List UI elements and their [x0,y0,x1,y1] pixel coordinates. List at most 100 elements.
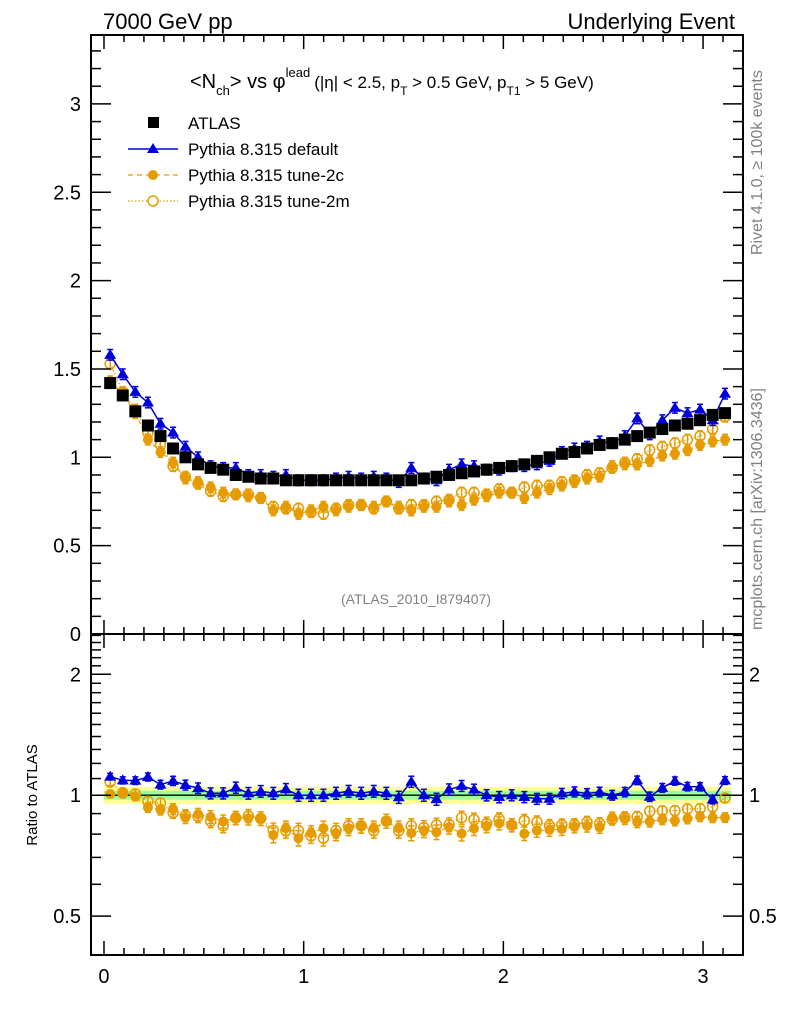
ratio-point-default [505,789,518,800]
main-point-tune-2c [682,445,693,456]
main-point-tune-2c [230,489,241,500]
title-obs-sub: ch [216,83,230,98]
ratio-point-tune-2c [494,818,505,829]
ratio-point-tune-2c [456,828,467,839]
ratio-point-default [380,787,393,798]
main-point-tune-2c [607,461,618,472]
ratio-point-default [455,779,468,790]
x-tick-label: 0 [98,966,109,988]
main-point-atlas [116,389,129,402]
ratio-axes: 0.5 0.5 1 1 2 2 0 1 2 3 [53,633,777,988]
rivet-version-label: Rivet 4.1.0, ≥ 100k events [749,70,766,255]
title-cuts-b: > 0.5 GeV, p [407,73,506,92]
main-point-atlas [330,474,343,487]
ratio-y-tick-label-right: 1 [749,785,760,807]
main-point-default [681,407,694,418]
ratio-point-default [330,787,343,798]
main-point-atlas [443,468,456,481]
ratio-point-default [229,781,242,792]
main-point-tune-2c [205,482,216,493]
main-point-default [694,403,707,414]
main-point-tune-2c [544,484,555,495]
ratio-point-tune-2c [519,828,530,839]
ratio-point-default [392,791,405,802]
main-point-atlas [279,474,292,487]
ratio-point-default [681,780,694,791]
main-point-atlas [455,467,468,480]
main-y-tick-label: 2 [70,271,81,293]
ratio-point-tune-2c [619,813,630,824]
ratio-point-default [468,783,481,794]
main-point-atlas [242,470,255,483]
main-y-tick-label: 3 [70,94,81,116]
main-point-atlas [568,446,581,459]
ratio-point-default [593,785,606,796]
ratio-point-tune-2c [230,812,241,823]
ratio-point-tune-2c [368,823,379,834]
ratio-point-tune-2c [569,821,580,832]
x-tick-label: 3 [697,966,708,988]
main-point-tune-2c [695,439,706,450]
ratio-point-default [279,783,292,794]
ratio-point-default [116,774,129,785]
main-point-tune-2c [469,494,480,505]
ratio-point-default [518,791,531,802]
ratio-point-tune-2c [506,820,517,831]
ratio-point-default [154,778,167,789]
ratio-point-default [405,775,418,786]
ratio-point-tune-2c [255,813,266,824]
mcplots-label: mcplots.cern.ch [arXiv:1306.3436] [749,388,766,630]
ratio-y-axis-label: Ratio to ATLAS [24,744,41,845]
ratio-point-tune-2c [707,812,718,823]
legend-marker-atlas [148,117,159,128]
ratio-point-tune-2c [556,824,567,835]
ratio-point-tune-2c [155,804,166,815]
ratio-point-tune-2c [594,822,605,833]
ratio-point-default [141,770,154,781]
main-line-2 [109,380,726,515]
main-point-default [179,440,192,451]
main-point-tune-2c [381,496,392,507]
x-tick-label: 2 [498,966,509,988]
ratio-point-default [643,790,656,801]
ratio-point-tune-2c [356,820,367,831]
main-point-atlas [342,474,355,487]
ratio-point-tune-2c [444,821,455,832]
main-point-atlas [104,377,117,390]
analysis-label: (ATLAS_2010_I879407) [341,591,491,607]
ratio-point-default [292,789,305,800]
main-point-atlas [593,438,606,451]
ratio-point-tune-2c [343,823,354,834]
header-left-label: 7000 GeV pp [103,9,233,34]
main-point-atlas [167,442,180,455]
main-point-tune-2c [669,448,680,459]
ratio-point-tune-2c [130,791,141,802]
title-obs-close: > vs φ [230,71,286,93]
main-point-atlas [141,419,154,432]
main-point-atlas [229,468,242,481]
ratio-point-tune-2c [117,788,128,799]
main-point-atlas [380,474,393,487]
ratio-point-default [242,787,255,798]
main-y-tick-label: 2.5 [53,182,81,204]
main-point-atlas [618,433,631,446]
ratio-point-tune-2c [481,820,492,831]
main-point-default [154,417,167,428]
main-point-atlas [305,474,318,487]
main-y-tick-label: 0 [70,624,81,646]
main-point-atlas [643,426,656,439]
ratio-point-tune-2c [418,825,429,836]
ratio-point-default [443,783,456,794]
main-point-default [719,387,732,398]
main-point-tune-2c [368,501,379,512]
ratio-point-default [417,789,430,800]
ratio-point-tune-2c [268,830,279,841]
main-point-atlas [392,474,405,487]
ratio-y-tick-label-left: 1 [70,785,81,807]
main-point-atlas [480,463,493,476]
main-point-atlas [631,430,644,443]
main-point-tune-2c [494,487,505,498]
main-point-tune-2c [444,496,455,507]
ratio-point-default [367,785,380,796]
